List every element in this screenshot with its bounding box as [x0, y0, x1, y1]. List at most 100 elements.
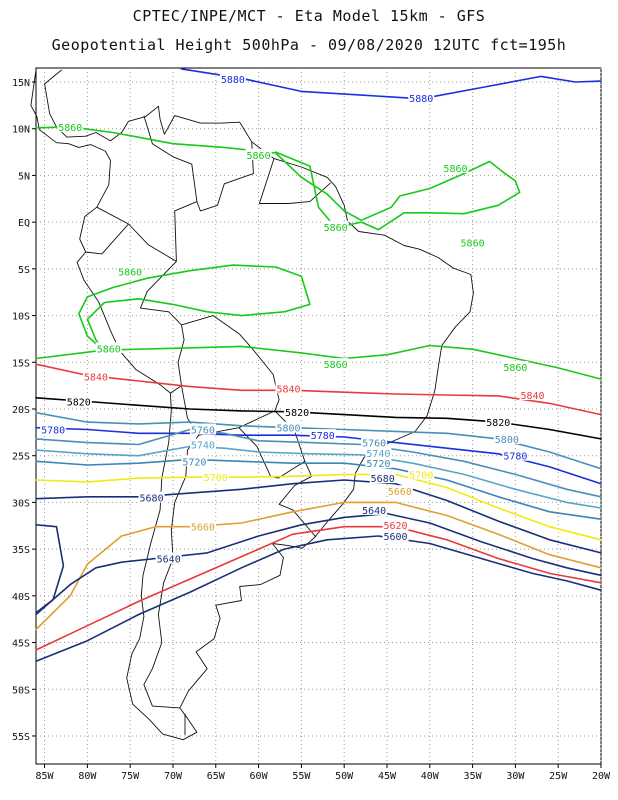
contour-label-bg — [181, 455, 208, 467]
lat-label: 15N — [12, 78, 30, 89]
contour-label-bg — [386, 485, 413, 497]
lat-label: 20S — [12, 405, 30, 416]
lon-label: 65W — [207, 771, 226, 782]
contour-label-bg — [365, 457, 392, 469]
contour-label-bg — [275, 421, 302, 433]
contour-label-bg — [408, 91, 435, 103]
contour-label-bg — [322, 220, 349, 232]
lon-label: 40W — [421, 771, 440, 782]
lon-label: 75W — [121, 771, 140, 782]
contour-labels: 5880 5880 5860 5860 5860 5860 5860 5860 5860 5860… — [40, 73, 546, 565]
lon-label: 35W — [464, 771, 483, 782]
contour-label-bg — [189, 520, 216, 532]
lat-label: 5S — [18, 265, 30, 276]
lon-label: 60W — [250, 771, 269, 782]
lon-label: 55W — [292, 771, 311, 782]
continent-outline — [30, 69, 474, 741]
contour-label: 5600 — [383, 532, 407, 543]
lon-label: 85W — [36, 771, 55, 782]
contour-label: 5620 — [383, 521, 407, 532]
contour-label-bg — [189, 423, 216, 435]
contour-5640 — [35, 512, 602, 616]
contour-label-bg — [502, 360, 529, 372]
contour-label: 5820 — [285, 408, 309, 419]
contour-label-bg — [245, 148, 272, 160]
contour-label-bg — [408, 468, 435, 480]
contour-5600 — [35, 535, 602, 662]
contour-label-bg — [382, 530, 409, 542]
contour-label-bg — [309, 429, 336, 441]
contour-label: 5780 — [41, 426, 65, 437]
lat-label: EQ — [18, 218, 30, 229]
contour-label-bg — [369, 472, 396, 484]
lat-label: 30S — [12, 498, 30, 509]
country-border — [196, 141, 254, 212]
contour-label: 5880 — [409, 94, 433, 105]
contour-label: 5800 — [495, 435, 519, 446]
contour-label-bg — [493, 432, 520, 444]
contour-label-bg — [82, 370, 109, 382]
country-border — [278, 461, 317, 538]
axis-ticks: 15N 10N 5N EQ 5S 10S 15S 20S 25S 30S 35S 40S 45S 50S 5… — [12, 78, 611, 782]
contour-label: 5860 — [461, 239, 485, 250]
lon-label: 25W — [549, 771, 568, 782]
lon-label: 80W — [78, 771, 97, 782]
contour-label-bg — [275, 382, 302, 394]
contour-5760 — [35, 428, 602, 498]
contour-label-bg — [95, 342, 122, 354]
lat-label: 55S — [12, 732, 30, 743]
chart-subtitle: Geopotential Height 500hPa - 09/08/2020 … — [51, 36, 567, 54]
lon-label: 70W — [164, 771, 183, 782]
contour-label: 5700 — [409, 470, 433, 481]
lat-label: 5N — [18, 171, 30, 182]
lat-label: 45S — [12, 639, 30, 650]
contour-label-bg — [365, 446, 392, 458]
contour-label-bg — [519, 388, 546, 400]
contour-label: 5860 — [58, 123, 82, 134]
contour-label: 5660 — [191, 523, 215, 534]
country-border — [143, 434, 200, 709]
lat-label: 25S — [12, 452, 30, 463]
contour-label: 5640 — [362, 506, 386, 517]
contour-5860 — [78, 264, 311, 352]
lat-label: 40S — [12, 592, 30, 603]
contour-label: 5840 — [84, 372, 108, 383]
contour-label-bg — [459, 236, 486, 248]
lon-label: 20W — [592, 771, 611, 782]
contour-label: 5660 — [388, 487, 412, 498]
contour-5640 — [35, 524, 65, 614]
contour-label: 5780 — [503, 452, 527, 463]
contour-label: 5860 — [324, 223, 348, 234]
contour-label: 5860 — [118, 268, 142, 279]
contour-label: 5640 — [157, 554, 181, 565]
contour-label-bg — [202, 471, 229, 483]
contour-label: 5840 — [520, 391, 544, 402]
lat-label: 10S — [12, 312, 30, 323]
contour-label-bg — [361, 436, 388, 448]
contour-label: 5840 — [276, 384, 300, 395]
contour-label: 5880 — [221, 75, 245, 86]
lat-label: 10N — [12, 125, 30, 136]
contour-5660 — [35, 501, 602, 631]
contour-label-bg — [502, 449, 529, 461]
contour-label: 5780 — [311, 431, 335, 442]
lon-label: 45W — [378, 771, 397, 782]
contour-label-bg — [442, 161, 469, 173]
country-border — [96, 115, 198, 262]
contour-label-bg — [219, 73, 246, 85]
contour-label: 5860 — [247, 151, 271, 162]
contour-label-bg — [117, 265, 144, 277]
lon-label: 30W — [506, 771, 525, 782]
contour-label: 5680 — [140, 494, 164, 505]
lat-label: 35S — [12, 545, 30, 556]
contour-label: 5740 — [191, 440, 215, 451]
chart-title: CPTEC/INPE/MCT - Eta Model 15km - GFS — [132, 7, 486, 25]
contour-5700 — [35, 473, 602, 541]
contour-label-bg — [155, 552, 182, 564]
contour-5620 — [35, 525, 602, 651]
contour-label: 5760 — [362, 439, 386, 450]
contour-label-bg — [57, 120, 84, 132]
contour-label-bg — [382, 518, 409, 530]
contour-label: 5680 — [371, 474, 395, 485]
contour-label: 5820 — [67, 398, 91, 409]
